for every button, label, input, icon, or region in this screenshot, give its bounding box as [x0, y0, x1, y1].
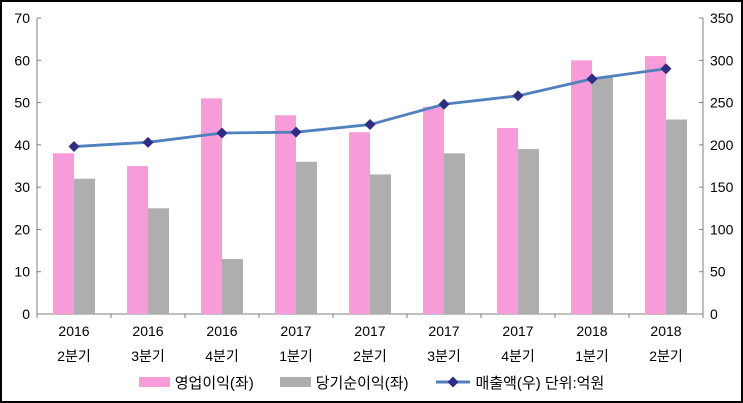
x-axis-label-quarter: 2분기	[649, 348, 683, 364]
left-axis-tick-label: 10	[14, 264, 30, 280]
legend-swatch-net-profit-icon	[279, 377, 311, 387]
left-axis-tick-label: 70	[14, 10, 30, 26]
left-axis-tick-label: 60	[14, 52, 30, 68]
legend-label-net-profit: 당기순이익(좌)	[315, 374, 409, 392]
marker-revenue-1	[142, 136, 154, 148]
x-axis-label-year: 2017	[502, 323, 533, 339]
x-axis-label-year: 2018	[650, 323, 681, 339]
legend-item-revenue: 매출액(우) 단위:억원	[435, 372, 605, 393]
bar-operating-profit-3	[275, 115, 296, 314]
legend-swatch-operating-profit-icon	[138, 377, 170, 387]
bar-operating-profit-4	[349, 132, 370, 314]
legend-item-net-profit: 당기순이익(좌)	[279, 372, 409, 393]
x-axis-label-year: 2018	[576, 323, 607, 339]
chart-legend: 영업이익(좌) 당기순이익(좌) 매출액(우) 단위:억원	[2, 370, 741, 394]
left-axis-tick-label: 20	[14, 221, 30, 237]
x-axis-label-quarter: 2분기	[353, 348, 387, 364]
bar-net-profit-5	[444, 153, 465, 314]
bar-operating-profit-5	[423, 106, 444, 314]
right-axis-tick-label: 50	[710, 264, 726, 280]
x-axis-label-year: 2016	[206, 323, 237, 339]
legend-label-operating-profit: 영업이익(좌)	[174, 374, 254, 392]
legend-item-operating-profit: 영업이익(좌)	[138, 372, 254, 393]
marker-revenue-4	[364, 119, 376, 131]
right-axis-tick-label: 150	[710, 179, 734, 195]
x-axis-label-quarter: 4분기	[205, 348, 239, 364]
marker-revenue-3	[290, 126, 302, 138]
legend-label-revenue: 매출액(우) 단위:억원	[475, 374, 605, 392]
right-axis-tick-label: 0	[710, 306, 718, 322]
x-axis-label-year: 2017	[354, 323, 385, 339]
bar-operating-profit-1	[127, 166, 148, 314]
bar-net-profit-6	[518, 149, 539, 314]
x-axis-label-year: 2017	[280, 323, 311, 339]
bar-net-profit-3	[296, 161, 317, 314]
bar-operating-profit-6	[497, 127, 518, 314]
x-axis-label-year: 2016	[132, 323, 163, 339]
left-axis-tick-label: 40	[14, 137, 30, 153]
right-axis-tick-label: 300	[710, 52, 734, 68]
x-axis-label-quarter: 3분기	[427, 348, 461, 364]
bar-net-profit-8	[666, 119, 687, 314]
marker-revenue-8	[660, 63, 672, 75]
bar-net-profit-7	[592, 77, 613, 314]
x-axis-label-quarter: 2분기	[57, 348, 91, 364]
marker-revenue-0	[68, 141, 80, 153]
marker-revenue-7	[586, 73, 598, 85]
marker-revenue-5	[438, 98, 450, 110]
x-axis-label-quarter: 4분기	[501, 348, 535, 364]
bar-net-profit-1	[148, 208, 169, 314]
left-axis-tick-label: 50	[14, 95, 30, 111]
x-axis-label-quarter: 3분기	[131, 348, 165, 364]
bar-operating-profit-8	[645, 56, 666, 315]
bar-operating-profit-0	[53, 153, 74, 314]
x-axis-label-quarter: 1분기	[279, 348, 313, 364]
bar-net-profit-2	[222, 259, 243, 314]
x-axis-label-year: 2017	[428, 323, 459, 339]
x-axis-label-year: 2016	[58, 323, 89, 339]
right-axis-tick-label: 250	[710, 95, 734, 111]
right-axis-tick-label: 100	[710, 221, 734, 237]
bar-operating-profit-7	[571, 60, 592, 315]
bar-net-profit-4	[370, 174, 391, 314]
bar-net-profit-0	[74, 178, 95, 314]
x-axis-label-quarter: 1분기	[575, 348, 609, 364]
left-axis-tick-label: 0	[22, 306, 30, 322]
right-axis-tick-label: 200	[710, 137, 734, 153]
marker-revenue-2	[216, 127, 228, 139]
marker-revenue-6	[512, 90, 524, 102]
left-axis-tick-label: 30	[14, 179, 30, 195]
legend-swatch-revenue-line-icon	[435, 376, 470, 388]
bar-operating-profit-2	[201, 98, 222, 314]
right-axis-tick-label: 350	[710, 10, 734, 26]
